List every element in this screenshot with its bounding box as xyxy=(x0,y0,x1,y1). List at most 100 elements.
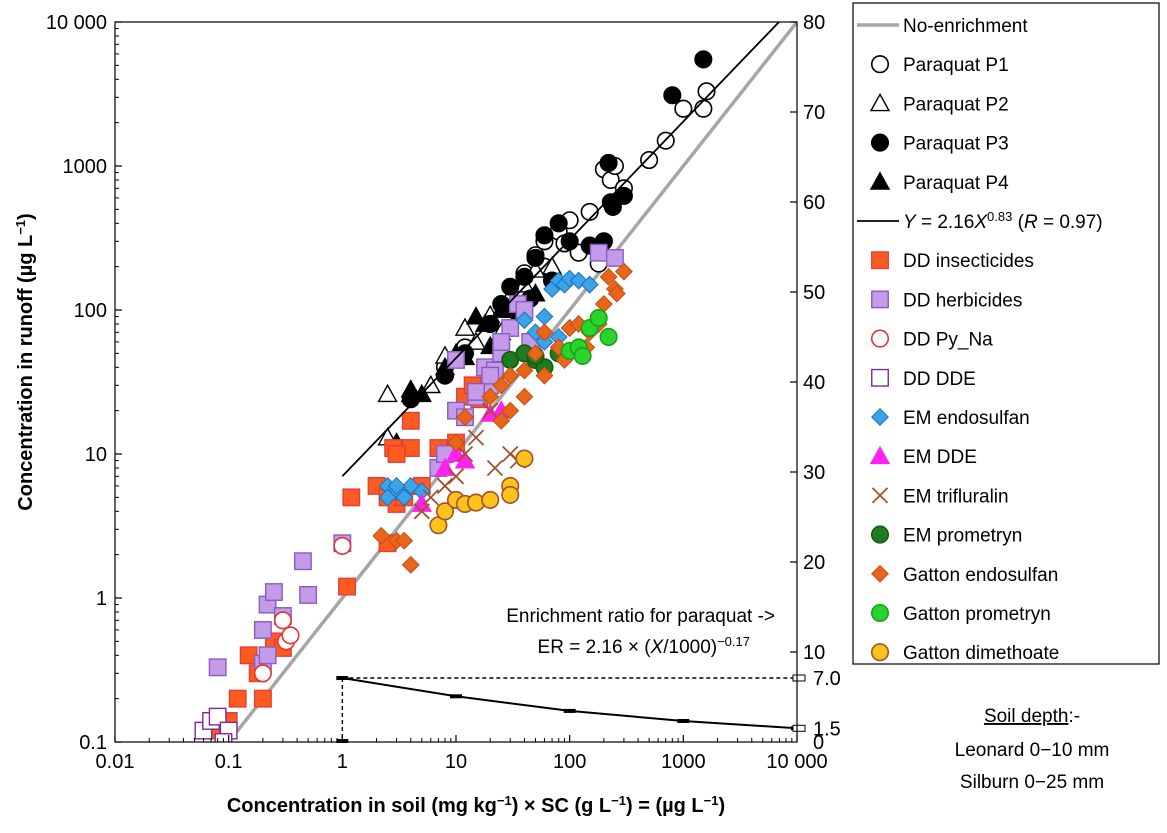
point-ddh xyxy=(589,243,608,262)
point-ddi xyxy=(342,488,361,507)
legend-label: Paraquat P2 xyxy=(903,94,1009,115)
point-p1 xyxy=(697,82,716,101)
y-axis-title: Concentration in runoff (µg L−1) xyxy=(13,213,38,510)
er-annotation-line2: ER = 2.16 × (X/1000)−0.17 xyxy=(538,634,750,659)
point-p3 xyxy=(663,86,682,105)
legend-box xyxy=(852,2,1160,665)
y-tick-label: 10 xyxy=(85,444,107,466)
legend-label: Y = 2.16X0.83 (R = 0.97) xyxy=(903,209,1103,234)
series-gdi xyxy=(429,449,534,535)
legend-label: EM prometryn xyxy=(903,526,1022,547)
point-ddp xyxy=(333,536,352,555)
y-tick-label: 1000 xyxy=(63,156,108,178)
point-emt xyxy=(486,459,504,477)
point-gen xyxy=(492,376,511,395)
legend-item-emd: EM DDE xyxy=(869,445,977,468)
soil-depth-title: Soil depth:- xyxy=(984,706,1080,727)
point-ddh xyxy=(501,319,520,337)
point-gen xyxy=(447,433,465,452)
legend-item-ddp: DD Py_Na xyxy=(870,329,993,351)
point-gpr xyxy=(573,346,592,365)
point-gen xyxy=(372,526,391,545)
legend-item-eme: EM endosulfan xyxy=(871,408,1030,429)
point-gen xyxy=(515,387,534,406)
legend-item-p3: Paraquat P3 xyxy=(870,133,1009,155)
point-p4 xyxy=(525,283,546,302)
legend-item-ne: No-enrichment xyxy=(857,16,1028,37)
x-tick-label: 1000 xyxy=(661,751,706,773)
point-gen xyxy=(492,411,511,430)
y-tick-label: 0.1 xyxy=(79,732,107,754)
legend-marker xyxy=(871,487,889,504)
point-ddh xyxy=(208,658,227,677)
point-gpr xyxy=(589,308,608,328)
legend-marker xyxy=(871,251,889,270)
legend-item-emp: EM prometryn xyxy=(870,525,1022,547)
point-gen xyxy=(526,344,545,363)
legend-marker xyxy=(870,329,890,348)
point-ddi xyxy=(387,445,406,463)
point-emt xyxy=(436,477,454,495)
point-p3 xyxy=(501,277,520,296)
er-curve xyxy=(336,674,806,743)
legend-item-gdi: Gatton dimethoate xyxy=(870,643,1059,664)
y-tick-label: 10 000 xyxy=(46,12,107,34)
er-tick-label: 1.5 xyxy=(813,718,841,740)
point-ddh xyxy=(492,332,511,351)
point-ddh xyxy=(467,382,485,401)
y2-tick-label: 50 xyxy=(803,282,825,304)
point-emd xyxy=(434,457,456,476)
y2-tick-label: 80 xyxy=(803,12,825,34)
point-gen xyxy=(501,401,520,420)
point-p3 xyxy=(515,267,534,286)
point-gen xyxy=(501,366,520,385)
legend-label: Paraquat P1 xyxy=(903,55,1009,76)
point-gdi xyxy=(481,490,500,509)
y2-tick-label: 10 xyxy=(803,642,825,664)
series-ddh xyxy=(208,243,624,677)
x-tick-label: 0.1 xyxy=(215,751,243,773)
point-ddh xyxy=(605,248,624,267)
legend-marker xyxy=(870,603,890,623)
legend-marker xyxy=(869,445,891,465)
point-gen xyxy=(395,531,414,550)
plot-frame xyxy=(114,21,798,743)
x-axis-title: Concentration in soil (mg kg−1) × SC (g … xyxy=(227,793,725,818)
point-ddi xyxy=(228,689,247,708)
point-p3 xyxy=(614,186,633,205)
legend-marker xyxy=(870,643,890,662)
legend-label: Paraquat P4 xyxy=(903,173,1009,194)
legend-marker xyxy=(870,133,890,152)
legend-label: Paraquat P3 xyxy=(903,134,1009,155)
legend-label: No-enrichment xyxy=(903,16,1028,37)
x-tick-label: 10 000 xyxy=(766,751,827,773)
point-ddd xyxy=(208,707,227,726)
legend-label: EM trifluralin xyxy=(903,486,1009,507)
point-gen xyxy=(456,408,474,427)
er-tick-label: 7.0 xyxy=(813,668,841,690)
point-ddi xyxy=(338,577,356,596)
legend-label: Gatton dimethoate xyxy=(903,643,1059,664)
point-ddi xyxy=(253,689,272,708)
point-emt xyxy=(413,503,430,520)
point-eme xyxy=(535,307,554,326)
point-p2 xyxy=(377,383,398,403)
point-gen xyxy=(481,387,500,406)
y-tick-label: 100 xyxy=(74,300,107,322)
point-ddi xyxy=(401,411,420,430)
soil-depth-note: Soil depth:- Leonard 0−10 mm Silburn 0−25 … xyxy=(955,706,1110,793)
point-p4 xyxy=(465,306,487,325)
point-eme xyxy=(535,332,554,351)
legend-label: DD Py_Na xyxy=(903,330,993,351)
point-eme xyxy=(395,488,414,507)
point-p2 xyxy=(454,317,476,336)
y2-tick-label: 60 xyxy=(803,192,825,214)
point-ddh xyxy=(253,620,272,639)
legend-marker xyxy=(871,408,889,426)
point-eme xyxy=(387,476,406,495)
plot-area: Enrichment ratio for paraquat -> ER = 2.1… xyxy=(194,22,806,743)
legend-marker xyxy=(871,290,889,309)
point-gpr xyxy=(599,327,618,346)
paraquat-fit-line xyxy=(341,22,781,477)
